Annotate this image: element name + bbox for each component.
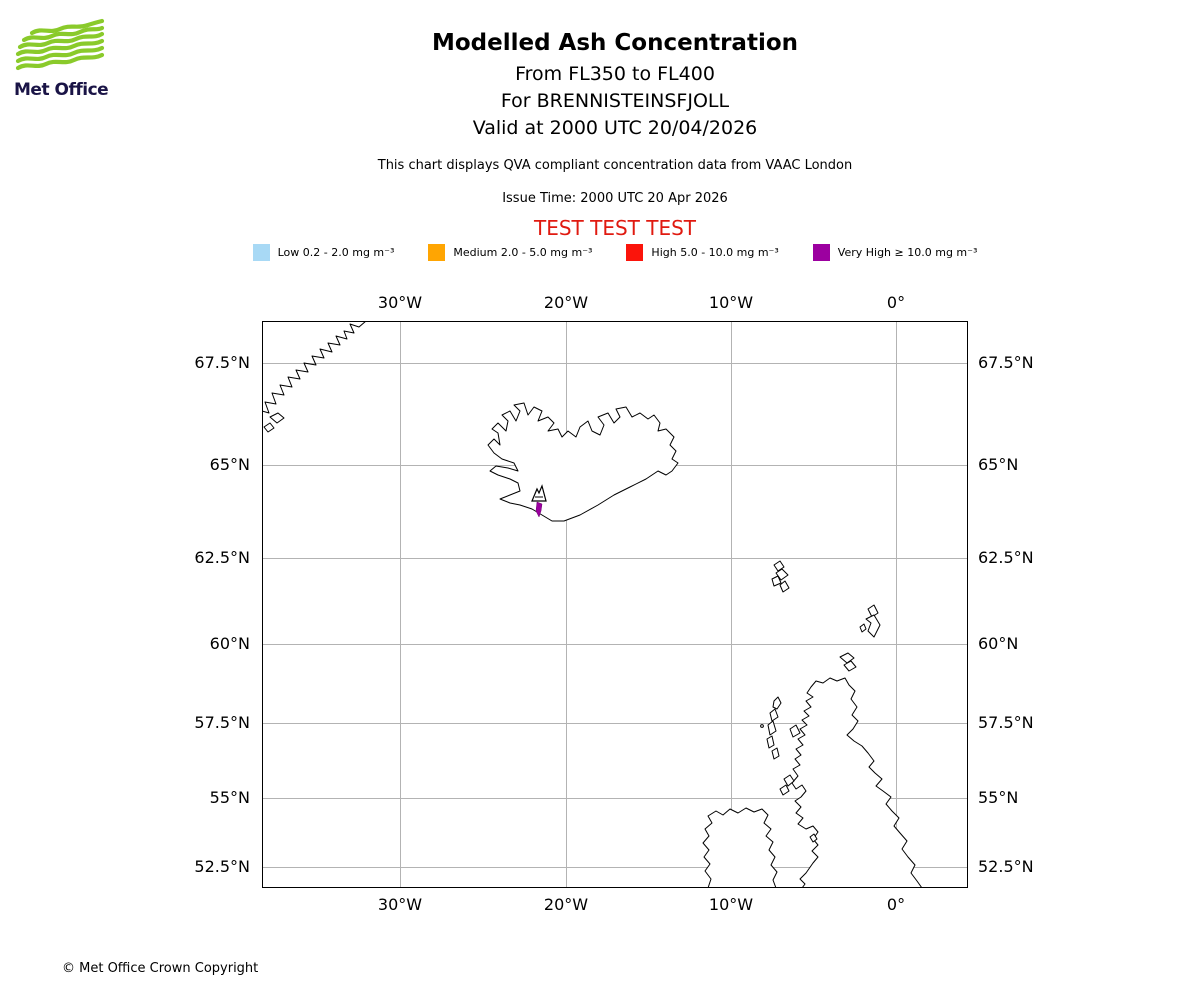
map-canvas: [261, 320, 968, 889]
ash-contour-very-high: [535, 501, 543, 518]
concentration-legend: Low 0.2 - 2.0 mg m⁻³ Medium 2.0 - 5.0 mg…: [30, 244, 1200, 261]
lat-label-left-55: 55°N: [209, 788, 250, 807]
lat-label-left-67-5: 67.5°N: [194, 353, 250, 372]
legend-label-high: High 5.0 - 10.0 mg m⁻³: [651, 246, 779, 259]
coastline-shetland: [859, 604, 881, 638]
test-banner: TEST TEST TEST: [533, 216, 696, 240]
lon-label-top-10w: 10°W: [708, 293, 754, 312]
map-border: [262, 321, 968, 888]
lat-label-left-57-5: 57.5°N: [194, 713, 250, 732]
lat-label-right-62-5: 62.5°N: [978, 548, 1034, 567]
flight-level-subtitle: From FL350 to FL400: [515, 63, 715, 85]
met-office-logo-waves: [15, 18, 105, 71]
lat-label-right-67-5: 67.5°N: [978, 353, 1034, 372]
legend-label-very-high: Very High ≥ 10.0 mg m⁻³: [837, 246, 978, 259]
coastline-great-britain: [791, 677, 923, 889]
volcano-marker: [531, 484, 547, 502]
lat-label-left-62-5: 62.5°N: [194, 548, 250, 567]
met-office-logo-text: Met Office: [14, 80, 109, 100]
greenland-islet: [269, 412, 285, 424]
lon-label-top-30w: 30°W: [377, 293, 423, 312]
coastline-greenland: [261, 320, 367, 414]
coastline-hebrides: [760, 696, 801, 760]
lat-label-right-60: 60°N: [978, 634, 1019, 653]
lat-label-right-57-5: 57.5°N: [978, 713, 1034, 732]
lon-label-top-20w: 20°W: [543, 293, 589, 312]
greenland-islet-2: [263, 422, 275, 433]
high-swatch: [626, 244, 644, 261]
coastline-orkney: [839, 652, 857, 672]
met-office-logo: Met Office: [14, 18, 114, 100]
graticule-gridlines: [262, 321, 968, 888]
legend-item-medium: Medium 2.0 - 5.0 mg m⁻³: [428, 244, 592, 261]
medium-swatch: [428, 244, 446, 261]
lat-label-left-52-5: 52.5°N: [194, 857, 250, 876]
lon-label-bottom-30w: 30°W: [377, 895, 423, 914]
low-swatch: [252, 244, 270, 261]
map-frame: [261, 320, 968, 889]
lat-label-left-60: 60°N: [209, 634, 250, 653]
legend-item-high: High 5.0 - 10.0 mg m⁻³: [626, 244, 779, 261]
coastline-small-isles: [779, 774, 818, 843]
volcano-name-subtitle: For BRENNISTEINSFJOLL: [500, 90, 730, 112]
valid-time-subtitle: Valid at 2000 UTC 20/04/2026: [472, 117, 758, 139]
lon-label-bottom-20w: 20°W: [543, 895, 589, 914]
legend-item-very-high: Very High ≥ 10.0 mg m⁻³: [812, 244, 978, 261]
lon-label-bottom-0: 0°: [886, 895, 906, 914]
issue-time: Issue Time: 2000 UTC 20 Apr 2026: [502, 191, 728, 206]
chart-title: Modelled Ash Concentration: [431, 30, 799, 56]
lat-label-right-65: 65°N: [978, 455, 1019, 474]
copyright-notice: © Met Office Crown Copyright: [62, 961, 259, 976]
very-high-swatch: [812, 244, 830, 261]
legend-label-low: Low 0.2 - 2.0 mg m⁻³: [277, 246, 395, 259]
lon-label-bottom-10w: 10°W: [708, 895, 754, 914]
coastline-iceland: [487, 402, 679, 522]
legend-item-low: Low 0.2 - 2.0 mg m⁻³: [252, 244, 395, 261]
qva-description: This chart displays QVA compliant concen…: [377, 158, 853, 173]
lat-label-left-65: 65°N: [209, 455, 250, 474]
coastline-faroes: [771, 560, 790, 593]
coastline-ireland: [702, 807, 778, 889]
legend-label-medium: Medium 2.0 - 5.0 mg m⁻³: [453, 246, 593, 259]
coastlines: [261, 320, 923, 889]
lat-label-right-52-5: 52.5°N: [978, 857, 1034, 876]
lon-label-top-0: 0°: [886, 293, 906, 312]
lat-label-right-55: 55°N: [978, 788, 1019, 807]
